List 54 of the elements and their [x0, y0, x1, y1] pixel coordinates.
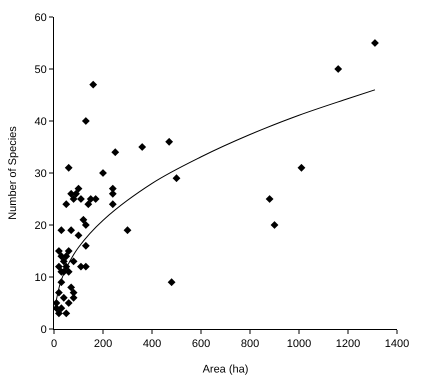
point — [298, 164, 306, 172]
point — [60, 294, 68, 302]
y-tick-label: 20 — [34, 220, 47, 232]
point — [111, 148, 120, 156]
point — [371, 39, 379, 47]
x-tick-label: 0 — [50, 338, 58, 350]
point — [334, 65, 342, 73]
point — [138, 143, 146, 151]
point — [60, 258, 68, 266]
y-axis-title: Number of Species — [7, 126, 20, 220]
point — [74, 232, 82, 240]
point — [70, 258, 78, 266]
y-tick-label: 0 — [40, 324, 47, 336]
point — [80, 216, 88, 224]
point — [266, 195, 274, 203]
point — [84, 200, 92, 208]
point — [67, 284, 76, 292]
point — [55, 310, 63, 318]
point — [89, 80, 98, 88]
point — [172, 174, 180, 182]
y-tick-label: 40 — [34, 116, 47, 128]
point — [62, 200, 70, 208]
y-tick-label: 50 — [34, 64, 47, 76]
point — [77, 195, 85, 203]
point — [64, 164, 73, 172]
point — [168, 278, 176, 286]
point — [82, 117, 90, 125]
x-tick-label: 600 — [192, 338, 210, 350]
point — [99, 169, 107, 177]
x-tick-label: 400 — [142, 338, 162, 350]
point — [64, 299, 73, 307]
x-axis-title: Area (ha) — [202, 363, 248, 376]
point — [55, 262, 63, 270]
point — [70, 195, 78, 203]
y-tick-label: 30 — [34, 168, 47, 180]
point — [82, 242, 90, 250]
point — [124, 226, 132, 234]
point — [82, 221, 90, 229]
x-tick-label: 1400 — [384, 338, 410, 350]
point — [57, 226, 66, 234]
point — [55, 247, 63, 255]
y-tick-label: 10 — [34, 272, 47, 284]
point — [67, 226, 76, 234]
point — [270, 221, 278, 229]
point — [62, 310, 70, 318]
x-tick-label: 1200 — [336, 338, 360, 350]
point — [64, 247, 73, 255]
x-tick-label: 1000 — [286, 338, 312, 350]
point — [74, 184, 82, 192]
point — [108, 200, 117, 208]
point — [165, 138, 174, 146]
x-tick-label: 200 — [94, 338, 112, 350]
y-tick-label: 60 — [34, 12, 47, 24]
x-tick-label: 800 — [240, 338, 260, 350]
